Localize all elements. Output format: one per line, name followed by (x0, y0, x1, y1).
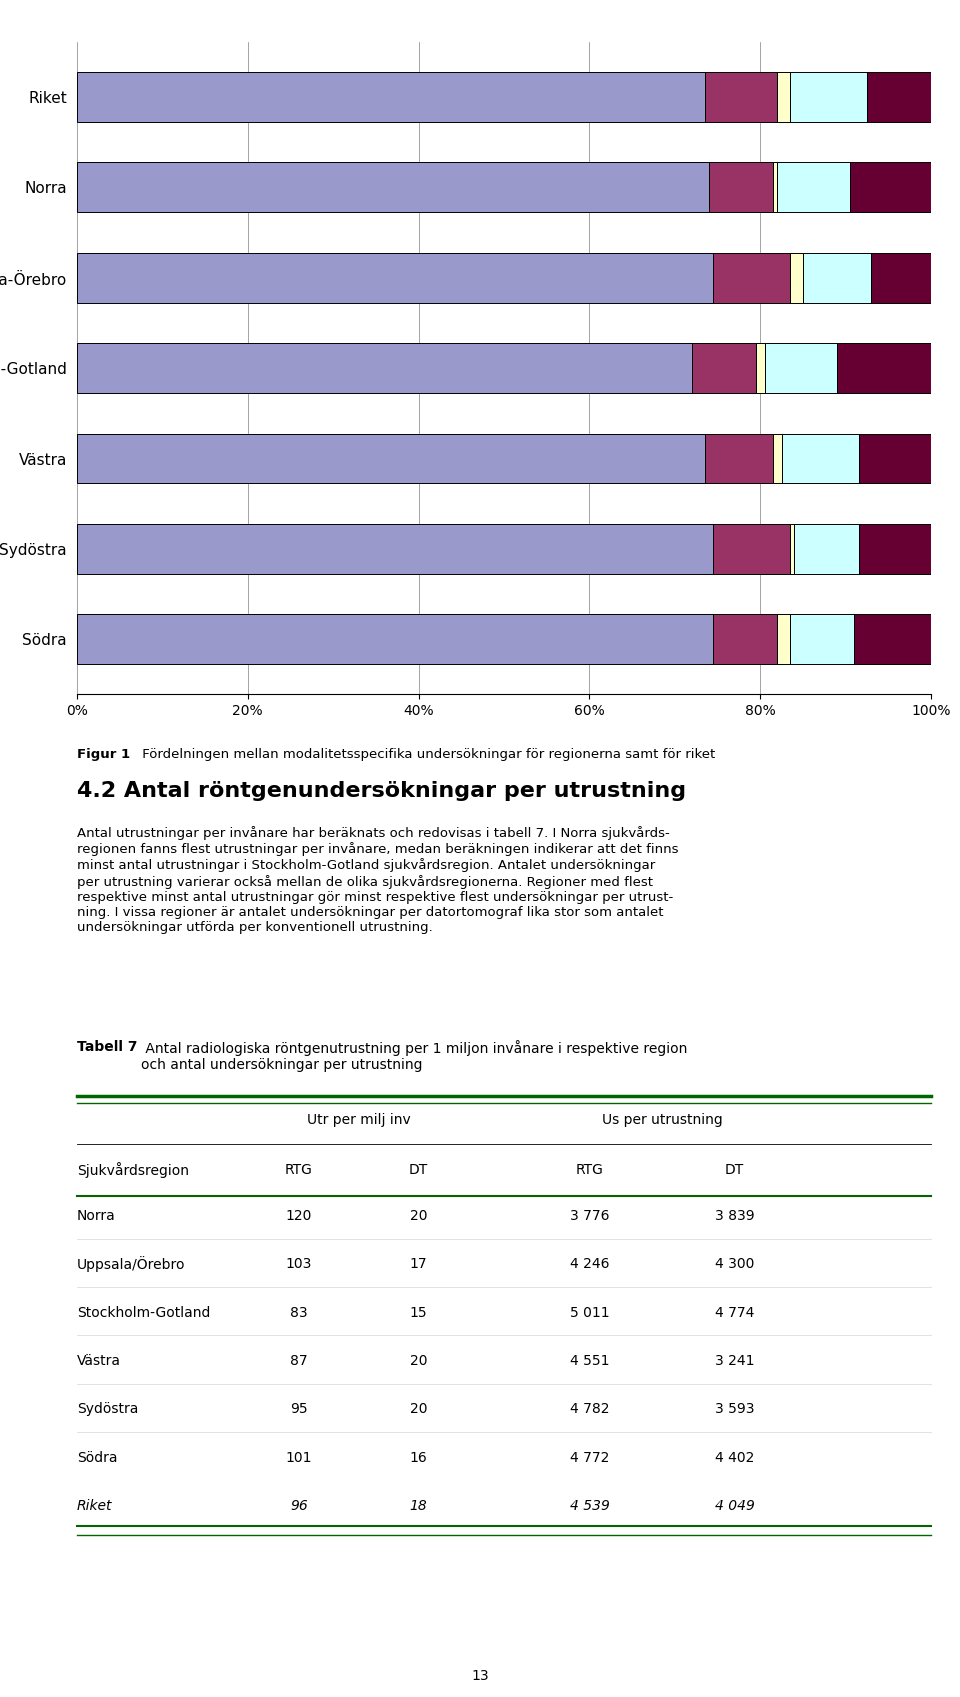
Text: 17: 17 (410, 1257, 427, 1271)
Bar (803, 253, 872, 302)
Text: Riket: Riket (77, 1500, 112, 1514)
Bar (705, 71, 778, 122)
Bar (77, 434, 705, 484)
Bar (705, 434, 773, 484)
Text: Sjukvårdsregion: Sjukvårdsregion (77, 1162, 189, 1178)
Text: 4 774: 4 774 (715, 1305, 755, 1320)
Text: Norra: Norra (77, 1208, 115, 1224)
Text: 3 593: 3 593 (715, 1402, 755, 1417)
Text: 4 772: 4 772 (569, 1451, 610, 1465)
Text: DT: DT (725, 1162, 744, 1178)
Text: Västra: Västra (77, 1354, 121, 1368)
Bar (77, 163, 709, 212)
Text: 87: 87 (290, 1354, 308, 1368)
Text: Tabell 7: Tabell 7 (77, 1040, 137, 1054)
Text: 4 402: 4 402 (715, 1451, 755, 1465)
Bar (764, 343, 837, 394)
Bar (781, 434, 858, 484)
Text: 4 539: 4 539 (569, 1500, 610, 1514)
Text: Fördelningen mellan modalitetsspecifika undersökningar för regionerna samt för r: Fördelningen mellan modalitetsspecifika … (138, 748, 715, 762)
Text: Stockholm-Gotland: Stockholm-Gotland (77, 1305, 210, 1320)
Bar (756, 343, 764, 394)
Text: 4 551: 4 551 (569, 1354, 610, 1368)
Bar (709, 163, 773, 212)
Text: 103: 103 (286, 1257, 312, 1271)
Text: 3 776: 3 776 (569, 1208, 610, 1224)
Text: 101: 101 (286, 1451, 312, 1465)
Bar (713, 524, 790, 574)
Bar (795, 524, 858, 574)
Bar (850, 163, 931, 212)
Text: Utr per milj inv: Utr per milj inv (307, 1113, 411, 1127)
Bar (790, 614, 854, 664)
Text: 4 049: 4 049 (715, 1500, 755, 1514)
Bar (77, 524, 713, 574)
Bar (872, 253, 931, 302)
Text: 3 839: 3 839 (715, 1208, 755, 1224)
Bar (773, 434, 781, 484)
Bar (778, 163, 850, 212)
Bar (713, 253, 790, 302)
Text: 95: 95 (290, 1402, 308, 1417)
Text: 120: 120 (286, 1208, 312, 1224)
Bar (773, 163, 778, 212)
Text: 20: 20 (410, 1354, 427, 1368)
Text: 5 011: 5 011 (569, 1305, 610, 1320)
Text: Figur 1: Figur 1 (77, 748, 130, 762)
Bar (77, 343, 692, 394)
Text: 16: 16 (410, 1451, 427, 1465)
Text: RTG: RTG (575, 1162, 604, 1178)
Text: 20: 20 (410, 1402, 427, 1417)
Bar (778, 614, 790, 664)
Text: Södra: Södra (77, 1451, 117, 1465)
Text: 4 782: 4 782 (569, 1402, 610, 1417)
Text: 4.2 Antal röntgenundersökningar per utrustning: 4.2 Antal röntgenundersökningar per utru… (77, 781, 686, 801)
Bar (837, 343, 931, 394)
Text: 3 241: 3 241 (715, 1354, 755, 1368)
Bar (790, 524, 795, 574)
Bar (790, 71, 867, 122)
Text: Sydöstra: Sydöstra (77, 1402, 138, 1417)
Text: Uppsala/Örebro: Uppsala/Örebro (77, 1256, 185, 1273)
Text: RTG: RTG (285, 1162, 313, 1178)
Bar (867, 71, 931, 122)
Text: 13: 13 (471, 1670, 489, 1683)
Text: 96: 96 (290, 1500, 308, 1514)
Bar (858, 524, 931, 574)
Text: 20: 20 (410, 1208, 427, 1224)
Text: 18: 18 (410, 1500, 427, 1514)
Bar (713, 614, 778, 664)
Text: 15: 15 (410, 1305, 427, 1320)
Bar (77, 253, 713, 302)
Bar (854, 614, 931, 664)
Text: Antal utrustningar per invånare har beräknats och redovisas i tabell 7. I Norra : Antal utrustningar per invånare har berä… (77, 826, 679, 933)
Bar (790, 253, 803, 302)
Text: 4 300: 4 300 (715, 1257, 755, 1271)
Bar (77, 71, 705, 122)
Text: 4 246: 4 246 (569, 1257, 610, 1271)
Bar (778, 71, 790, 122)
Text: 83: 83 (290, 1305, 308, 1320)
Text: Us per utrustning: Us per utrustning (602, 1113, 723, 1127)
Bar (77, 614, 713, 664)
Text: Antal radiologiska röntgenutrustning per 1 miljon invånare i respektive region
o: Antal radiologiska röntgenutrustning per… (141, 1040, 687, 1073)
Text: DT: DT (409, 1162, 428, 1178)
Bar (858, 434, 931, 484)
Bar (692, 343, 756, 394)
